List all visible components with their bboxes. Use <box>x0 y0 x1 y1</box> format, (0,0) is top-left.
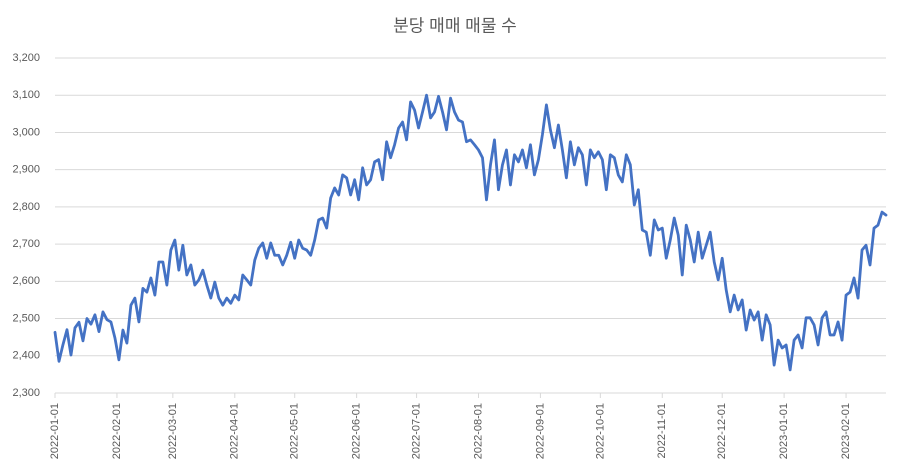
y-tick-label: 2,800 <box>12 201 40 213</box>
y-tick-label: 3,100 <box>12 89 40 101</box>
x-tick-label: 2023-02-01 <box>840 403 852 459</box>
x-tick-label: 2022-11-01 <box>656 403 668 458</box>
x-tick-label: 2022-09-01 <box>534 403 546 459</box>
x-tick-label: 2022-05-01 <box>289 403 301 459</box>
y-tick-label: 2,500 <box>12 312 40 324</box>
x-tick-label: 2022-02-01 <box>111 403 123 459</box>
data-line <box>53 93 888 372</box>
y-tick-label: 2,700 <box>12 238 40 250</box>
y-tick-label: 2,400 <box>12 350 40 362</box>
y-tick-label: 2,600 <box>12 275 40 287</box>
y-tick-label: 3,000 <box>12 126 40 138</box>
x-tick-label: 2022-08-01 <box>472 403 484 459</box>
x-tick-label: 2022-07-01 <box>410 403 422 459</box>
y-tick-label: 2,900 <box>12 164 40 176</box>
x-tick-label: 2022-03-01 <box>167 403 179 459</box>
x-tick-label: 2023-01-01 <box>778 403 790 459</box>
x-tick-label: 2022-04-01 <box>229 403 241 459</box>
x-tick-label: 2022-12-01 <box>716 403 728 459</box>
y-tick-label: 3,200 <box>12 52 40 64</box>
x-tick-label: 2022-10-01 <box>594 403 606 459</box>
y-tick-label: 2,300 <box>12 387 40 399</box>
chart-title: 분당 매매 매물 수 <box>393 16 517 35</box>
x-tick-label: 2022-06-01 <box>351 403 363 459</box>
x-tick-label: 2022-01-01 <box>49 403 61 459</box>
